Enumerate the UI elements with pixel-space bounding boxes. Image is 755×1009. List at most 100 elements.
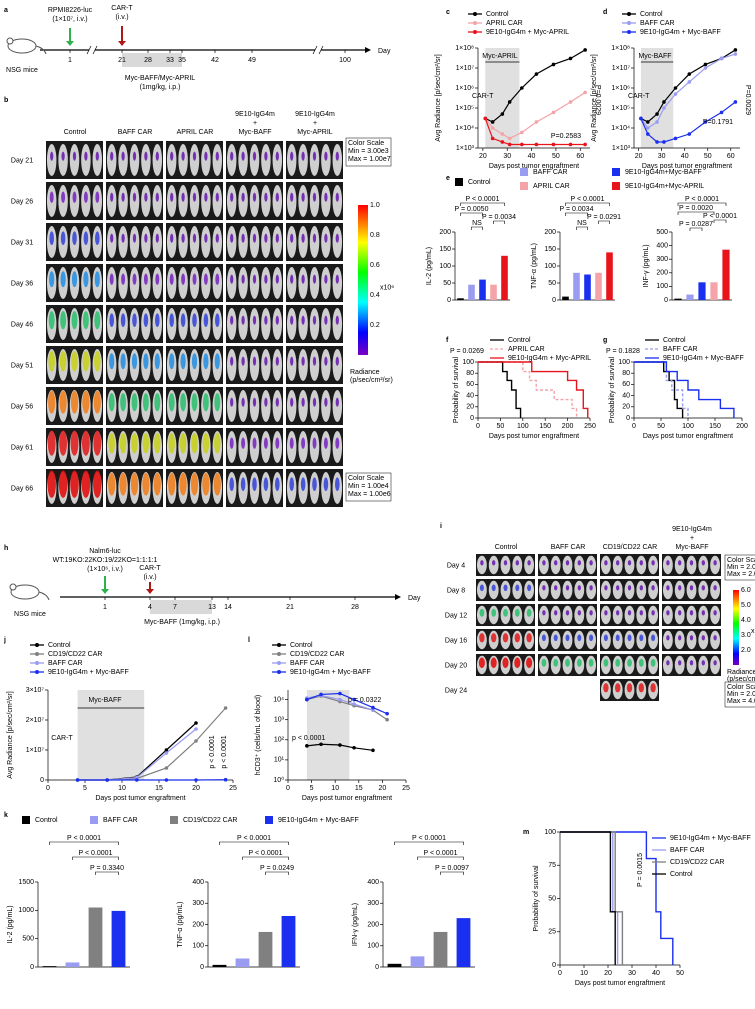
legend-label: Control: [48, 642, 71, 649]
time-tick-label: 28: [144, 57, 152, 64]
data-point: [687, 80, 692, 84]
mouse-icon: [9, 583, 17, 591]
signal: [230, 315, 234, 325]
signal: [252, 477, 257, 492]
legend-label: BAFF CAR: [533, 169, 568, 176]
significance-bracket: [677, 202, 727, 206]
signal: [95, 151, 99, 161]
signal: [60, 231, 66, 246]
arrow-head: [101, 589, 109, 594]
bar: [501, 255, 508, 300]
time-tick-label: 13: [208, 604, 216, 611]
signal: [82, 311, 89, 330]
signal: [301, 192, 305, 202]
data-point: [655, 112, 659, 116]
signal: [154, 393, 161, 412]
signal: [154, 353, 160, 370]
signal: [49, 231, 54, 246]
signal: [589, 560, 593, 566]
treatment-label: Myc-BAFF (1mg/kg, i.p.): [144, 619, 220, 626]
annotation: CAR-T: [51, 735, 73, 742]
data-point: [646, 126, 650, 130]
signal: [94, 311, 101, 330]
data-point: [662, 106, 666, 110]
x-tick-label: 50: [552, 153, 560, 160]
signal: [71, 311, 78, 330]
data-point: [534, 120, 539, 124]
signal: [93, 470, 102, 498]
legend-label: Control: [468, 179, 491, 186]
legend-label: BAFF CAR: [670, 847, 705, 854]
signal: [514, 633, 520, 643]
annotation: P = 0.0015: [637, 853, 644, 887]
annotation: p = 0.0322: [348, 697, 381, 704]
signal: [264, 233, 268, 243]
scale-text: Color Scale: [348, 475, 384, 482]
y-tick-label: 40: [622, 392, 630, 399]
time-tick-label: 33: [166, 57, 174, 64]
signal: [335, 477, 340, 492]
legend-marker: [277, 652, 281, 656]
annotation: p < 0.0001: [292, 735, 325, 742]
signal: [119, 472, 127, 496]
signal: [202, 432, 210, 454]
y-tick-label: 200: [656, 270, 668, 277]
signal: [312, 192, 317, 202]
signal: [290, 151, 294, 161]
signal: [131, 353, 138, 370]
bar: [65, 962, 80, 967]
legend-label: 9E10-IgG4m + Myc-APRIL: [486, 29, 569, 36]
annotation: Myc-BAFF: [88, 697, 121, 704]
signal: [181, 233, 185, 243]
cart-label: (i.v.): [143, 574, 156, 581]
signal: [651, 610, 655, 616]
data-point: [733, 48, 738, 52]
signal: [502, 633, 509, 643]
data-point: [673, 136, 678, 141]
y-tick-label: 200: [544, 229, 556, 236]
signal: [61, 151, 65, 161]
data-point: [646, 120, 650, 124]
axis-break: [312, 45, 318, 55]
colorbar-tick: 0.2: [370, 322, 380, 329]
signal: [301, 356, 305, 366]
x-tick-label: 0: [558, 970, 562, 977]
y-tick-label: 75: [548, 862, 556, 869]
x-tick-label: 50: [704, 153, 712, 160]
legend-label: CD19/CD22 CAR: [290, 651, 344, 658]
colorbar-tick: 0.8: [370, 232, 380, 239]
y-tick-label: 10³: [274, 717, 285, 724]
signal: [689, 560, 694, 566]
y-tick-label: 0: [30, 964, 34, 971]
data-point: [223, 706, 228, 710]
p-value: P < 0.0001: [466, 196, 500, 203]
signal: [301, 315, 305, 325]
data-point: [194, 778, 198, 782]
p-value: P = 0.3340: [90, 865, 124, 872]
survival-curve: [478, 361, 589, 418]
x-tick-label: 0: [632, 423, 636, 430]
axis-arrow: [395, 594, 401, 600]
scale-box: [724, 681, 755, 708]
signal: [81, 470, 91, 498]
colorbar-tick: 0.6: [370, 262, 380, 269]
signal: [616, 610, 620, 616]
scale-text: Min = 2.00e4: [727, 691, 755, 698]
signal: [290, 233, 294, 243]
bar: [479, 279, 486, 300]
p-value: P = 0.0050: [455, 206, 489, 213]
signal: [627, 658, 632, 667]
signal: [515, 584, 520, 592]
data-point: [703, 120, 708, 124]
signal: [230, 192, 234, 202]
signal: [132, 151, 137, 161]
bar: [686, 294, 694, 300]
panel-label: h: [4, 545, 8, 552]
y-tick-label: 1×10⁸: [611, 45, 630, 52]
signal: [323, 477, 329, 492]
signal: [689, 610, 694, 616]
signal: [301, 151, 305, 161]
signal: [541, 634, 546, 642]
p-value: P = 0.0287: [679, 221, 713, 228]
